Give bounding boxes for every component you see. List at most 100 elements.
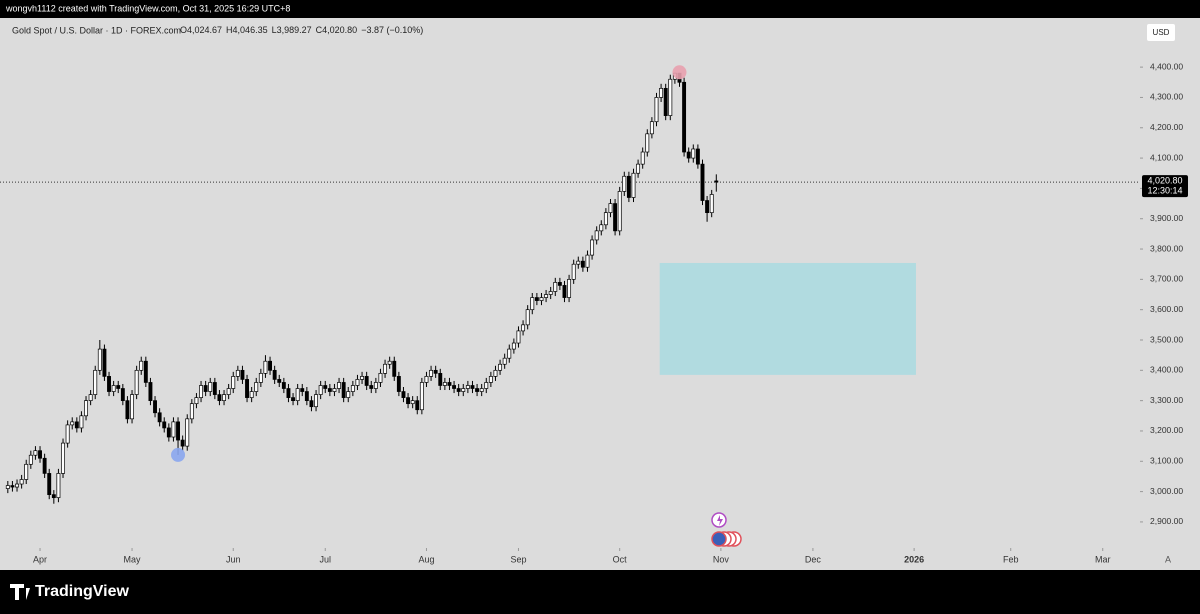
x-tick-label: Sep xyxy=(510,554,526,564)
x-tick-label: Mar xyxy=(1095,554,1111,564)
candle-body xyxy=(28,454,33,465)
candle-body xyxy=(599,224,604,232)
candle-body xyxy=(659,87,664,98)
candle-body xyxy=(346,391,351,398)
candle-body xyxy=(383,363,388,374)
x-tick-label: May xyxy=(124,554,142,564)
candle-body xyxy=(373,382,378,389)
y-tick-label: 3,100.00 xyxy=(1150,456,1183,466)
candle-body xyxy=(470,385,475,389)
candle-body xyxy=(212,382,217,395)
candle-body xyxy=(245,379,249,398)
candle-body xyxy=(203,385,208,392)
candle-body xyxy=(148,382,153,401)
candle-body xyxy=(42,457,47,474)
candle-body xyxy=(502,357,507,365)
candle-body xyxy=(709,194,714,214)
candle-body xyxy=(309,400,314,408)
candle-body xyxy=(396,376,401,392)
candle-body xyxy=(511,342,516,350)
candle-body xyxy=(498,363,503,371)
y-tick-label: 3,900.00 xyxy=(1150,213,1183,223)
x-tick-label: Oct xyxy=(613,554,628,564)
candle-body xyxy=(33,450,38,456)
y-tick-label: 3,500.00 xyxy=(1150,334,1183,344)
candle-body xyxy=(479,388,484,392)
candle-body xyxy=(406,397,411,405)
x-tick-label: 2026 xyxy=(904,554,924,564)
candle-body xyxy=(350,385,355,392)
candle-body xyxy=(65,424,70,444)
candle-body xyxy=(51,494,56,499)
candle-body xyxy=(433,369,438,374)
event-glyph xyxy=(717,515,723,526)
candle-body xyxy=(281,382,286,389)
candle-body xyxy=(401,391,406,398)
y-tick-label: 3,000.00 xyxy=(1150,486,1183,496)
x-tick-label: Feb xyxy=(1003,554,1019,564)
candle-body xyxy=(493,369,498,377)
candle-body xyxy=(70,421,75,426)
candle-body xyxy=(125,400,130,420)
y-tick-label: 4,200.00 xyxy=(1150,122,1183,132)
candle-body xyxy=(571,263,576,280)
candle-body xyxy=(714,180,719,183)
candle-body xyxy=(268,360,272,371)
candle-body xyxy=(378,373,383,383)
candle-body xyxy=(553,282,558,292)
candle-body xyxy=(130,394,134,420)
candle-body xyxy=(691,148,696,159)
candle-body xyxy=(231,376,236,389)
candle-body xyxy=(300,388,305,392)
ohlc-value: L3,989.27 xyxy=(272,25,312,35)
candle-body xyxy=(567,279,572,298)
candle-body xyxy=(452,385,457,389)
candle-body xyxy=(323,385,328,389)
candle-body xyxy=(613,203,618,232)
candle-body xyxy=(134,369,139,395)
candle-body xyxy=(631,172,636,198)
auto-scale[interactable]: A xyxy=(1165,554,1171,564)
candle-body xyxy=(617,191,622,232)
candle-body xyxy=(465,385,470,389)
candle-body xyxy=(194,397,199,405)
candle-body xyxy=(291,397,296,401)
candle-body xyxy=(272,369,277,380)
candle-body xyxy=(15,483,19,488)
candle-body xyxy=(84,400,88,417)
candle-body xyxy=(153,400,157,414)
candle-body xyxy=(88,394,93,401)
candle-body xyxy=(521,324,526,332)
price-zone xyxy=(659,262,916,375)
candle-body xyxy=(668,78,673,116)
candle-body xyxy=(166,427,171,438)
candle-body xyxy=(107,376,111,392)
candle-body xyxy=(516,330,521,344)
candle-body xyxy=(304,391,309,401)
candle-body xyxy=(286,388,291,398)
marker xyxy=(672,65,687,80)
event-icon[interactable] xyxy=(711,531,727,547)
y-tick-label: 3,200.00 xyxy=(1150,425,1183,435)
x-tick-label: Nov xyxy=(713,554,730,564)
candle-body xyxy=(603,212,608,226)
candle-body xyxy=(562,285,567,298)
candle-body xyxy=(544,294,549,298)
ohlc-value: −3.87 (−0.10%) xyxy=(361,25,423,35)
currency-box[interactable] xyxy=(1147,24,1175,41)
brand: TradingView xyxy=(35,583,130,600)
candle-body xyxy=(217,394,222,401)
candle-body xyxy=(332,388,337,392)
ohlc-value: C4,020.80 xyxy=(316,25,358,35)
symbol-title: Gold Spot / U.S. Dollar · 1D · FOREX.com xyxy=(12,25,181,35)
candle-body xyxy=(410,400,415,405)
candle-body xyxy=(387,360,392,365)
candle-body xyxy=(208,382,213,392)
currency[interactable]: USD xyxy=(1153,28,1170,37)
y-tick-label: 3,300.00 xyxy=(1150,395,1183,405)
candle-body xyxy=(580,260,585,268)
candle-body xyxy=(120,388,125,401)
x-tick-label: Jul xyxy=(319,554,331,564)
candle-body xyxy=(10,485,15,488)
